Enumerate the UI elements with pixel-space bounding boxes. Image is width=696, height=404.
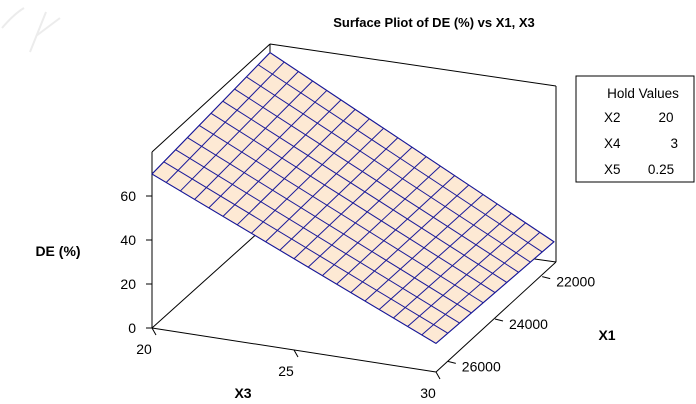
surface-line-x1 bbox=[269, 52, 555, 243]
back-top-right bbox=[269, 43, 557, 87]
legend-name-x4: X4 bbox=[604, 136, 621, 151]
surface-mesh bbox=[151, 51, 555, 345]
x1-tick-mark bbox=[542, 276, 551, 280]
floor-left bbox=[151, 221, 271, 329]
surface-line-x1 bbox=[163, 161, 449, 334]
legend-name-x2: X2 bbox=[604, 110, 621, 125]
surface-line-x1 bbox=[187, 137, 472, 314]
z-axis-label: DE (%) bbox=[35, 243, 80, 259]
legend-name-x5: X5 bbox=[604, 162, 621, 177]
x3-tick-label: 20 bbox=[136, 341, 152, 357]
x3-tick-label: 30 bbox=[420, 385, 436, 401]
x3-tick-mark bbox=[435, 371, 441, 380]
hold-values-legend: Hold Values X2 20 X4 3 X5 0.25 bbox=[575, 75, 695, 183]
surface-line-x1 bbox=[198, 125, 484, 304]
x3-tick-mark bbox=[293, 349, 299, 358]
legend-value-x2: 20 bbox=[658, 110, 673, 125]
x1-tick-label: 26000 bbox=[462, 358, 501, 374]
x1-tick-mark bbox=[494, 318, 504, 322]
x1-tick-mark bbox=[447, 360, 456, 364]
legend-value-x4: 3 bbox=[670, 136, 678, 151]
legend-header: Hold Values bbox=[607, 86, 679, 101]
x1-tick-label: 22000 bbox=[556, 274, 595, 290]
floor-front-x1 bbox=[435, 261, 557, 373]
legend-box bbox=[575, 75, 695, 183]
z-tick-label: 40 bbox=[120, 232, 136, 248]
chart-title: Surface Pliot of DE (%) vs X1, X3 bbox=[333, 15, 535, 30]
surface-line-x1 bbox=[210, 112, 496, 294]
surface-line-x1 bbox=[175, 149, 460, 324]
surface-line-x1 bbox=[257, 64, 543, 253]
surface-line-x1 bbox=[222, 100, 508, 283]
surface-line-x1 bbox=[234, 88, 519, 273]
z-tick-label: 0 bbox=[128, 320, 136, 336]
x1-tick-label: 24000 bbox=[509, 316, 548, 332]
x3-tick-label: 25 bbox=[278, 363, 294, 379]
legend-value-x5: 0.25 bbox=[648, 162, 674, 177]
x3-tick-mark bbox=[151, 327, 157, 336]
surface-line-x1 bbox=[246, 76, 531, 263]
z-tick-label: 60 bbox=[120, 188, 136, 204]
x1-axis-label: X1 bbox=[598, 327, 615, 343]
x3-axis-label: X3 bbox=[234, 385, 251, 401]
back-top-left bbox=[151, 43, 271, 153]
z-tick-label: 20 bbox=[120, 276, 136, 292]
watermark bbox=[1, 7, 61, 53]
surface-line-x1 bbox=[151, 173, 437, 344]
